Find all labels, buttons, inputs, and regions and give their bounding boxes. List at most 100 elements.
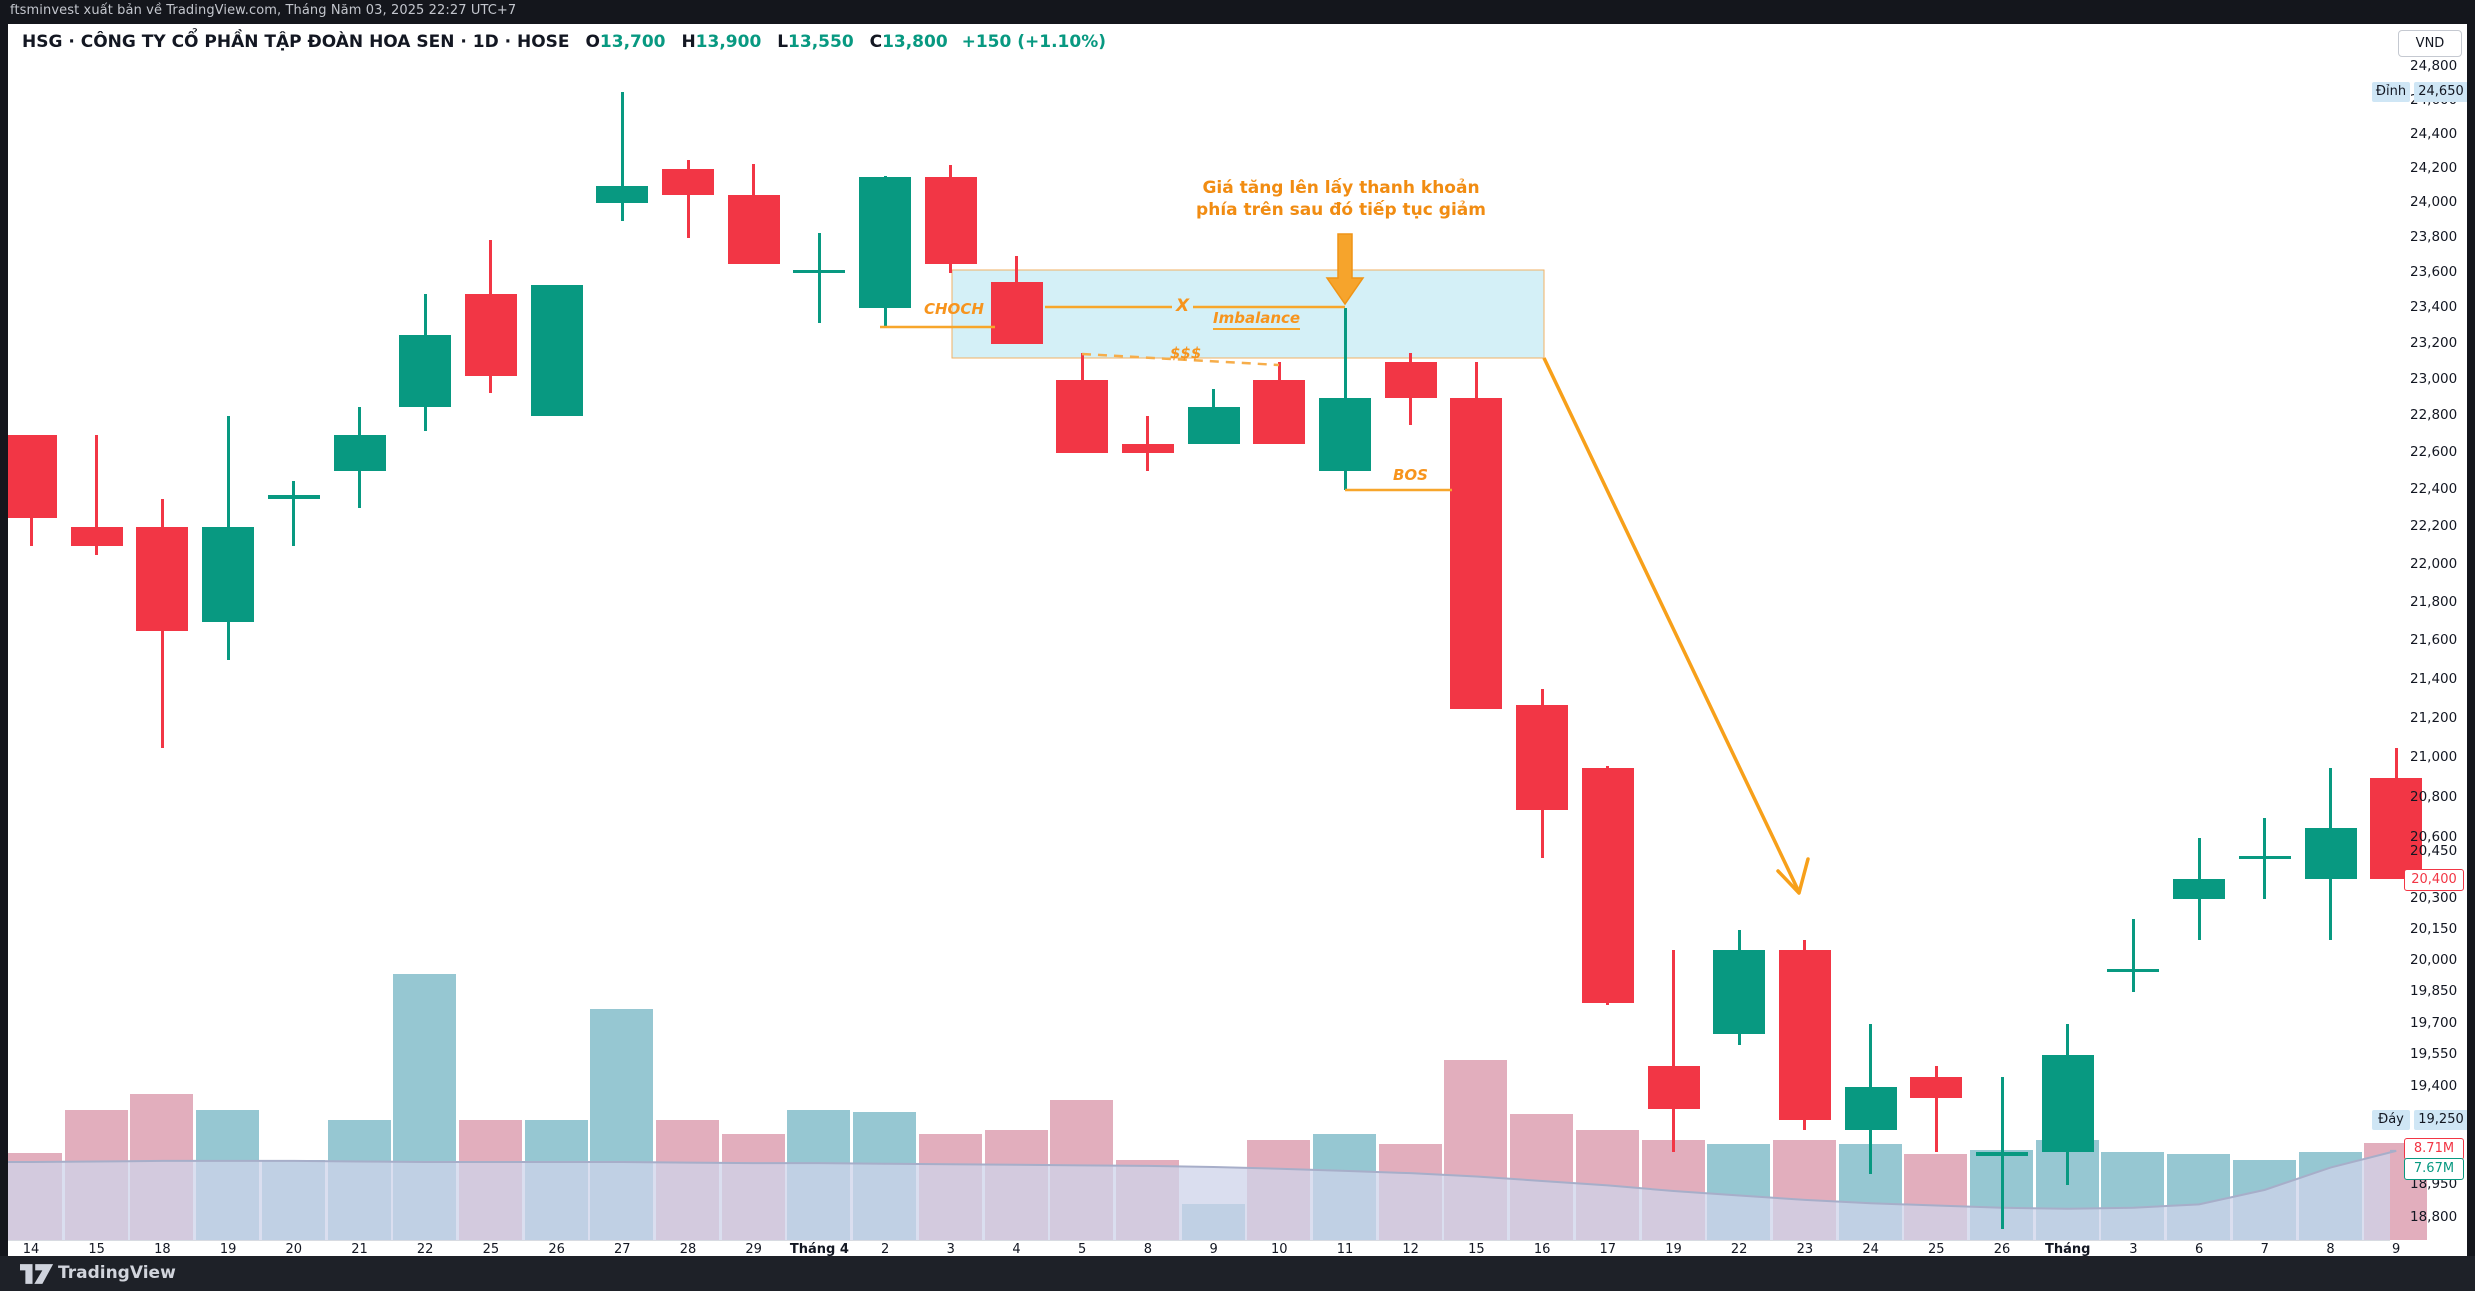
date-tick-label: 28 xyxy=(679,1242,697,1256)
date-tick-label: 22 xyxy=(1730,1242,1748,1256)
date-tick-label: 29 xyxy=(745,1242,762,1256)
date-tick-label: 4 xyxy=(1012,1242,1021,1256)
price-tick-label: 20,300 xyxy=(2410,889,2458,906)
price-tick-label: 23,000 xyxy=(2410,371,2458,388)
x-label[interactable]: X xyxy=(1176,296,1190,316)
date-tick-label: 3 xyxy=(2129,1242,2138,1256)
liquidity-label[interactable]: $$$ xyxy=(1170,344,1202,362)
tradingview-logo-icon[interactable] xyxy=(20,1263,54,1285)
annotation-note-line1: Giá tăng lên lấy thanh khoản xyxy=(1202,178,1480,198)
price-tick-label: 20,000 xyxy=(2410,951,2458,968)
date-tick-label: 8 xyxy=(1143,1242,1153,1256)
peak-marker-label: Đỉnh xyxy=(2372,82,2410,103)
symbol-title: HSG · CÔNG TY CỔ PHẦN TẬP ĐOÀN HOA SEN ·… xyxy=(22,32,570,52)
date-tick-label: 7 xyxy=(2260,1242,2269,1256)
volume-ma-badge: 7.67M xyxy=(2404,1158,2464,1180)
date-tick-label: 26 xyxy=(548,1242,565,1256)
price-tick-label: 20,150 xyxy=(2410,920,2458,937)
footer-bar: TradingView xyxy=(0,1256,2475,1291)
volume-badge: 8.71M xyxy=(2404,1138,2464,1160)
peak-marker-value: 24,650 xyxy=(2414,82,2467,103)
price-tick-label: 22,800 xyxy=(2410,407,2458,424)
price-tick-label: 19,400 xyxy=(2410,1078,2458,1095)
price-tick-label: 22,400 xyxy=(2410,480,2458,497)
price-tick-label: 24,800 xyxy=(2410,58,2458,74)
chart-frame[interactable]: HSG · CÔNG TY CỔ PHẦN TẬP ĐOÀN HOA SEN ·… xyxy=(8,24,2467,1256)
bottom-marker-value: 19,250 xyxy=(2414,1109,2467,1130)
ohlc-open-value: 13,700 xyxy=(599,32,666,52)
date-tick-label: 2 xyxy=(880,1242,890,1256)
price-tick-label: 21,600 xyxy=(2410,632,2458,649)
time-axis[interactable]: 14 15 18 19 20 21 22 25 26 27 28 29 Tháng 4 2 3 4 5 8 9 10 1… xyxy=(8,24,2467,1256)
ohlc-close-label: C xyxy=(869,32,883,52)
price-tick-label: 24,400 xyxy=(2410,125,2458,142)
price-tick-label: 22,200 xyxy=(2410,518,2458,535)
date-tick-label: 16 xyxy=(1533,1242,1551,1256)
price-tick-label: 23,600 xyxy=(2410,264,2458,281)
date-tick-label: 20 xyxy=(285,1242,303,1256)
annotation-note-line2: phía trên sau đó tiếp tục giảm xyxy=(1196,200,1486,220)
price-tick-label: 19,550 xyxy=(2410,1046,2458,1063)
price-tick-label: 21,000 xyxy=(2410,749,2458,766)
price-tick-label: 24,000 xyxy=(2410,194,2458,211)
date-tick-label: 22 xyxy=(416,1242,434,1256)
date-tick-label: Tháng Năm xyxy=(2044,1242,2091,1256)
price-tick-label: 23,800 xyxy=(2410,229,2458,246)
date-tick-label: 12 xyxy=(1402,1242,1419,1256)
price-tick-label: 21,200 xyxy=(2410,709,2458,726)
date-tick-label: 11 xyxy=(1336,1242,1354,1256)
date-tick-label: 9 xyxy=(2392,1242,2401,1256)
imbalance-label[interactable]: Imbalance xyxy=(1213,309,1301,330)
date-tick-label: 24 xyxy=(1862,1242,1879,1256)
date-tick-label: 25 xyxy=(482,1242,500,1256)
ohlc-open-label: O xyxy=(585,32,600,52)
currency-unit-button[interactable]: VND xyxy=(2398,30,2462,57)
date-tick-label: 8 xyxy=(2326,1242,2335,1256)
ohlc-high-label: H xyxy=(681,32,696,52)
price-tick-label: 21,400 xyxy=(2410,670,2458,687)
date-tick-label: 6 xyxy=(2194,1242,2204,1256)
tradingview-logo-text[interactable]: TradingView xyxy=(58,1263,176,1283)
date-tick-label: 15 xyxy=(88,1242,105,1256)
date-tick-label: 10 xyxy=(1271,1242,1288,1256)
date-tick-label: 15 xyxy=(1468,1242,1485,1256)
price-tick-label: 19,700 xyxy=(2410,1014,2458,1031)
date-tick-label: 19 xyxy=(219,1242,237,1256)
date-tick-label: 25 xyxy=(1928,1242,1945,1256)
date-tick-label: 9 xyxy=(1209,1242,1218,1256)
price-tick-label: 19,850 xyxy=(2410,983,2458,1000)
change-value: +150 (+1.10%) xyxy=(961,32,1107,52)
ohlc-low-value: 13,550 xyxy=(788,32,854,52)
ohlc-low-label: L xyxy=(777,32,789,52)
date-tick-label: 26 xyxy=(1993,1242,2011,1256)
price-tick-label: 23,400 xyxy=(2410,299,2458,316)
date-tick-label: 5 xyxy=(1078,1242,1087,1256)
price-tick-label: 24,200 xyxy=(2410,159,2458,176)
bottom-marker-label: Đáy xyxy=(2372,1109,2410,1130)
price-tick-label: 23,200 xyxy=(2410,335,2458,352)
date-tick-label: 23 xyxy=(1796,1242,1814,1256)
price-tick-label: 22,000 xyxy=(2410,555,2458,572)
ohlc-high-value: 13,900 xyxy=(695,32,762,52)
publish-bar: ftsminvest xuất bản về TradingView.com, … xyxy=(0,0,2475,24)
date-tick-label: 17 xyxy=(1599,1242,1617,1256)
price-tick-label: 20,800 xyxy=(2410,788,2458,805)
date-tick-label: 14 xyxy=(22,1242,40,1256)
price-tick-label: 18,800 xyxy=(2410,1208,2458,1225)
date-tick-label: Tháng 4 xyxy=(789,1242,849,1256)
price-tick-label: 20,600 xyxy=(2410,828,2458,845)
bos-label[interactable]: BOS xyxy=(1393,466,1428,484)
date-tick-label: 21 xyxy=(351,1242,368,1256)
date-tick-label: 27 xyxy=(614,1242,631,1256)
date-tick-label: 18 xyxy=(154,1242,171,1256)
price-axis[interactable]: 24,80024,60024,40024,20024,00023,80023,6… xyxy=(8,24,2467,1256)
ohlc-close-value: 13,800 xyxy=(882,32,948,52)
date-tick-label: 3 xyxy=(946,1242,955,1256)
annotation-note[interactable]: Giá tăng lên lấy thanh khoản phía trên s… xyxy=(1141,177,1541,221)
last-price-badge: 20,400 xyxy=(2404,868,2464,891)
price-tick-label: 22,600 xyxy=(2410,443,2458,460)
choch-label[interactable]: CHOCH xyxy=(924,300,984,318)
time-axis-line xyxy=(8,1240,2390,1241)
symbol-header: HSG · CÔNG TY CỔ PHẦN TẬP ĐOÀN HOA SEN ·… xyxy=(22,32,1106,52)
